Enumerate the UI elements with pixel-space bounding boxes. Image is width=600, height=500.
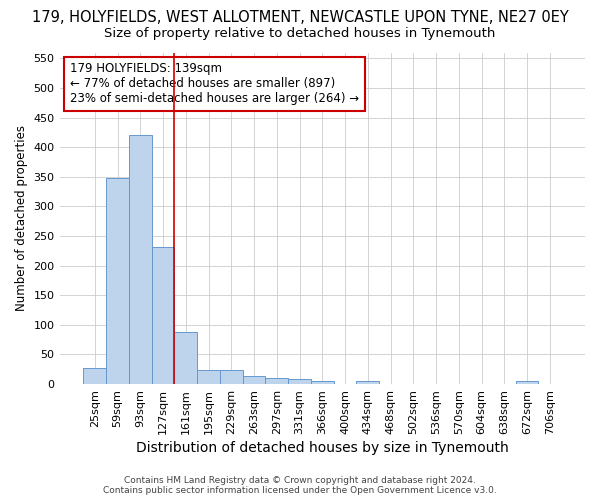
Bar xyxy=(265,378,288,384)
Text: 179 HOLYFIELDS: 139sqm
← 77% of detached houses are smaller (897)
23% of semi-de: 179 HOLYFIELDS: 139sqm ← 77% of detached… xyxy=(70,62,359,106)
X-axis label: Distribution of detached houses by size in Tynemouth: Distribution of detached houses by size … xyxy=(136,441,509,455)
Bar xyxy=(220,370,242,384)
Text: 179, HOLYFIELDS, WEST ALLOTMENT, NEWCASTLE UPON TYNE, NE27 0EY: 179, HOLYFIELDS, WEST ALLOTMENT, NEWCAST… xyxy=(32,10,568,25)
Bar xyxy=(106,178,129,384)
Text: Size of property relative to detached houses in Tynemouth: Size of property relative to detached ho… xyxy=(104,28,496,40)
Bar xyxy=(197,370,220,384)
Bar xyxy=(288,380,311,384)
Bar xyxy=(83,368,106,384)
Bar xyxy=(356,381,379,384)
Bar xyxy=(175,332,197,384)
Bar xyxy=(152,246,175,384)
Bar xyxy=(129,136,152,384)
Bar xyxy=(515,381,538,384)
Bar xyxy=(311,380,334,384)
Y-axis label: Number of detached properties: Number of detached properties xyxy=(15,126,28,312)
Bar xyxy=(242,376,265,384)
Text: Contains HM Land Registry data © Crown copyright and database right 2024.
Contai: Contains HM Land Registry data © Crown c… xyxy=(103,476,497,495)
